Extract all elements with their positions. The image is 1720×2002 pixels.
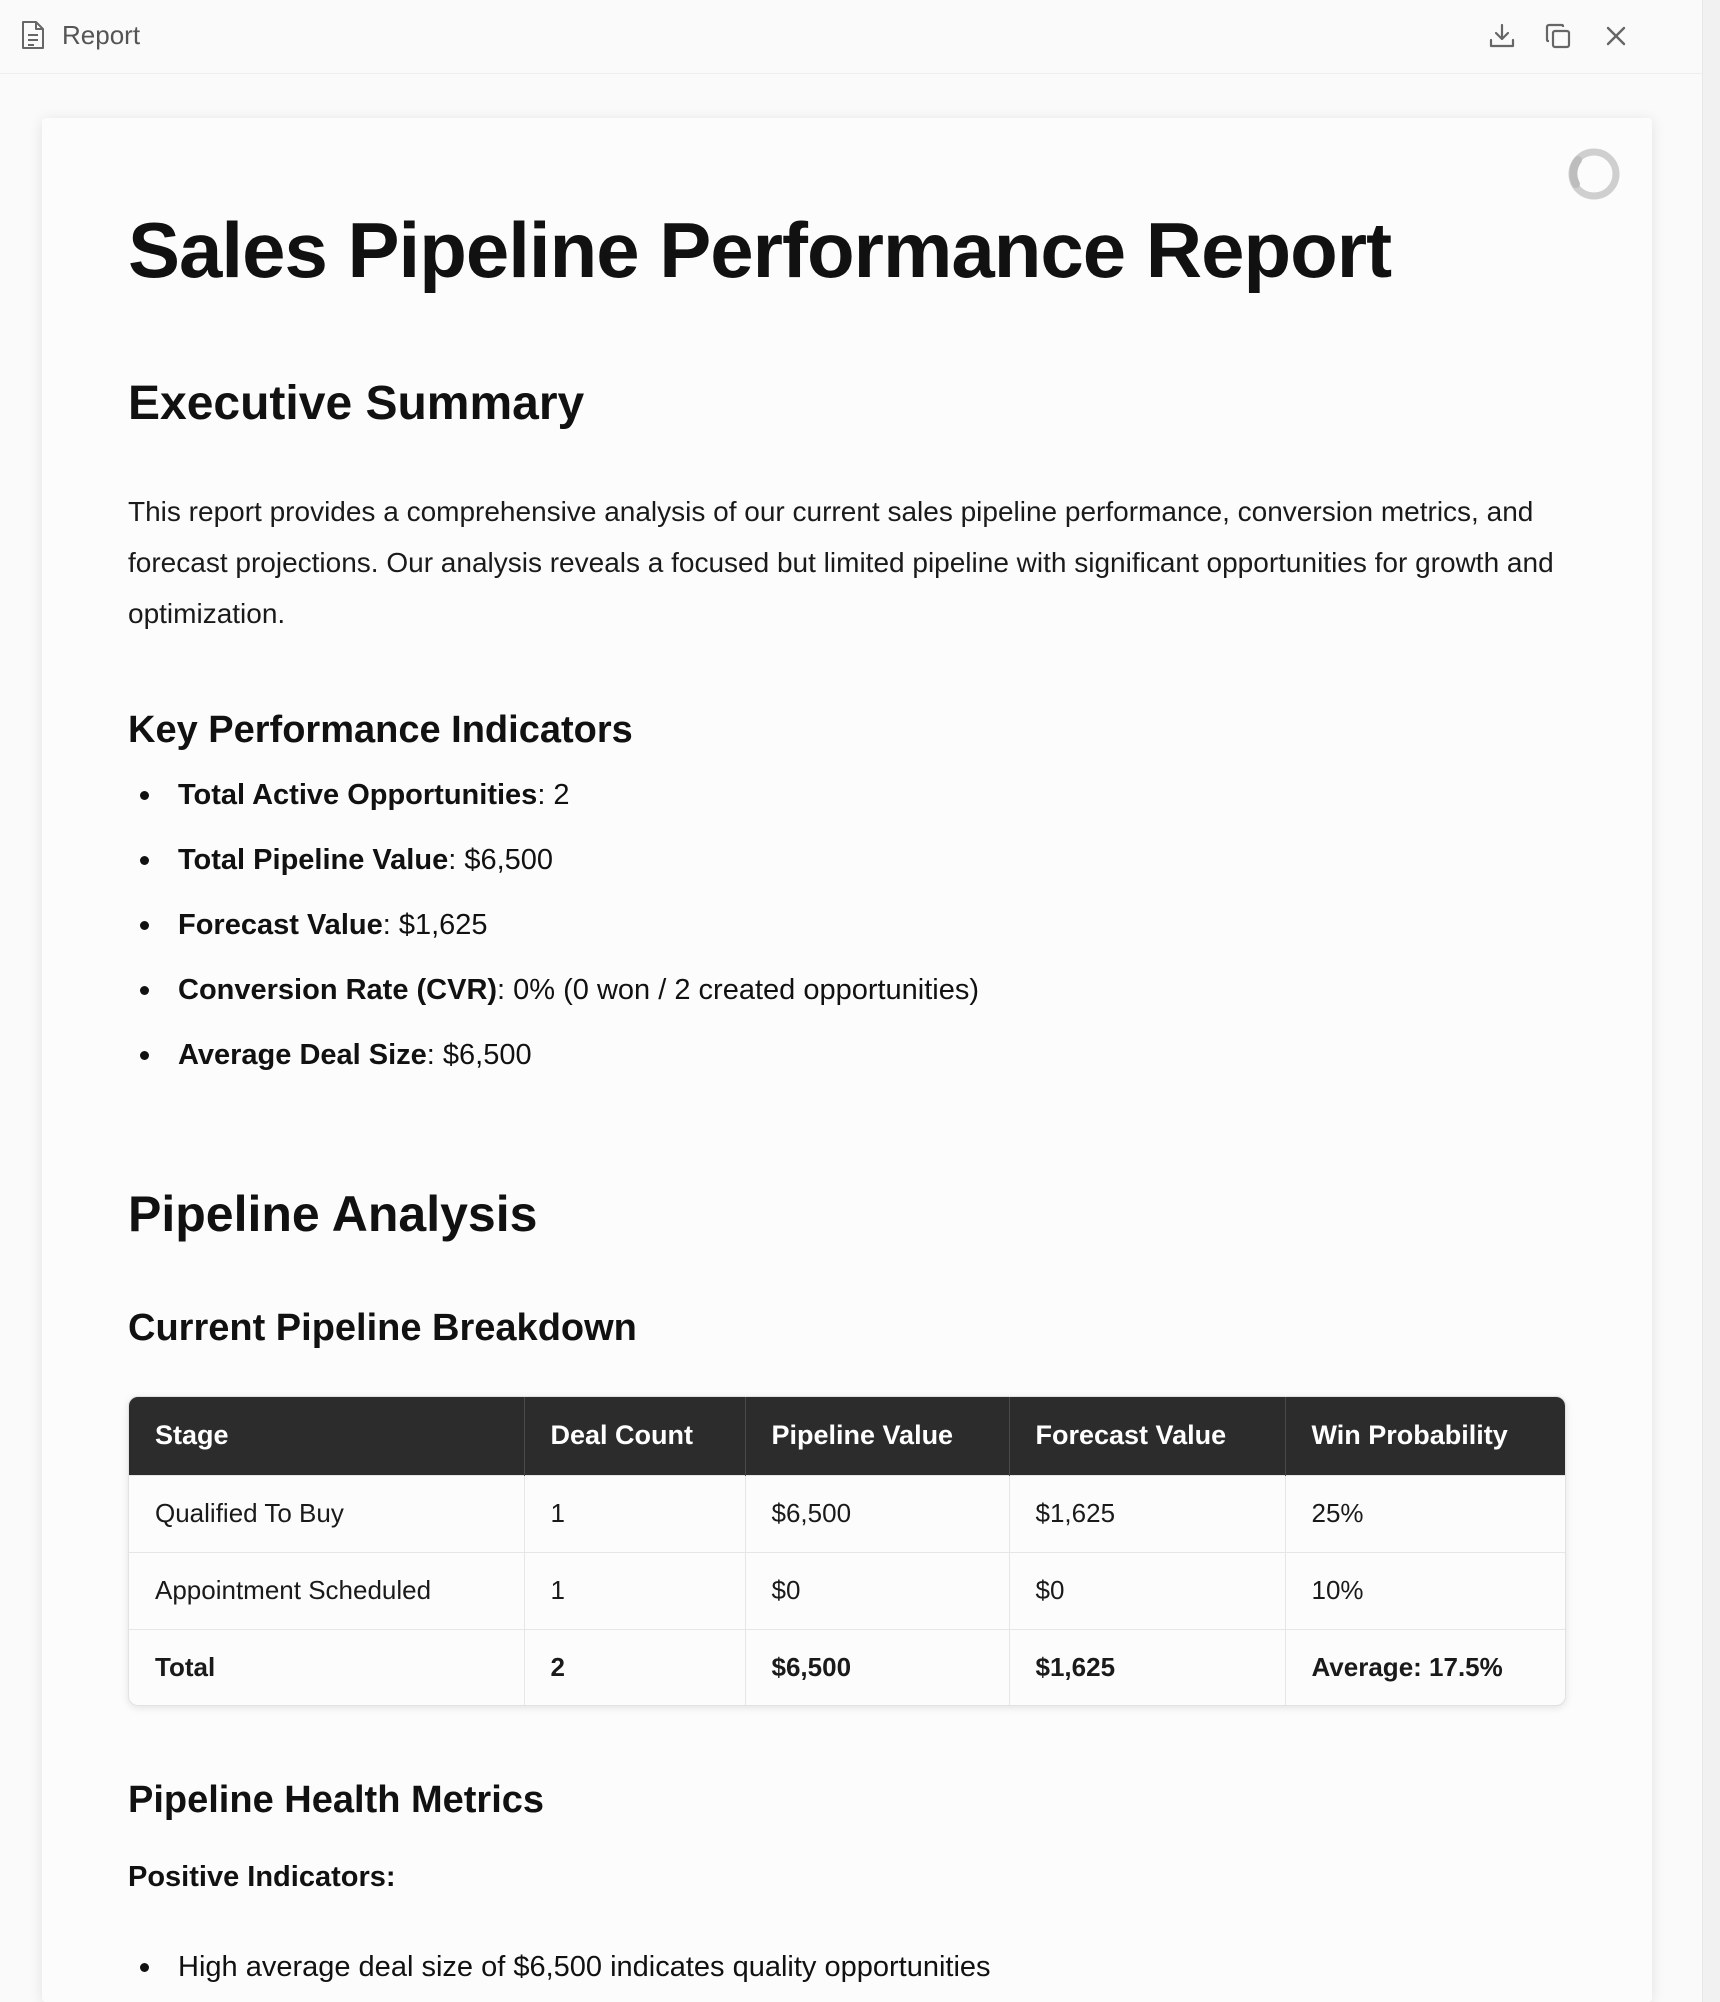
report-title: Sales Pipeline Performance Report bbox=[128, 206, 1392, 294]
table-total-row: Total 2 $6,500 $1,625 Average: 17.5% bbox=[129, 1628, 1565, 1705]
table-cell: $6,500 bbox=[745, 1628, 1010, 1705]
table-header-row: Stage Deal Count Pipeline Value Forecast… bbox=[129, 1397, 1565, 1475]
list-item: Forecast Value: $1,625 bbox=[128, 906, 1568, 971]
column-header: Win Probability bbox=[1285, 1397, 1565, 1475]
table-cell: Appointment Scheduled bbox=[129, 1551, 525, 1629]
table-cell: 1 bbox=[524, 1551, 746, 1629]
copy-button[interactable] bbox=[1538, 16, 1578, 56]
report-document: Sales Pipeline Performance Report Execut… bbox=[42, 118, 1652, 2002]
kpi-heading: Key Performance Indicators bbox=[128, 709, 633, 751]
pipeline-breakdown-heading: Current Pipeline Breakdown bbox=[128, 1307, 637, 1349]
table-cell: $1,625 bbox=[1009, 1474, 1286, 1552]
table-cell: $6,500 bbox=[745, 1474, 1010, 1552]
table-cell: 1 bbox=[524, 1474, 746, 1552]
positive-indicators-list: High average deal size of $6,500 indicat… bbox=[128, 1948, 1568, 2002]
loading-spinner-icon bbox=[1568, 148, 1620, 200]
executive-summary-paragraph: This report provides a comprehensive ana… bbox=[128, 496, 1554, 629]
column-header: Forecast Value bbox=[1009, 1397, 1286, 1475]
list-item: Average Deal Size: $6,500 bbox=[128, 1036, 1568, 1101]
close-button[interactable] bbox=[1596, 16, 1636, 56]
table-cell: Qualified To Buy bbox=[129, 1474, 525, 1552]
table-cell: 25% bbox=[1285, 1474, 1565, 1552]
table-row: Qualified To Buy 1 $6,500 $1,625 25% bbox=[129, 1474, 1565, 1552]
list-item: Conversion Rate (CVR): 0% (0 won / 2 cre… bbox=[128, 971, 1568, 1036]
column-header: Deal Count bbox=[524, 1397, 746, 1475]
table-cell: $0 bbox=[1009, 1551, 1286, 1629]
copy-icon bbox=[1545, 23, 1571, 49]
window-actions bbox=[0, 16, 1702, 56]
table-cell: $0 bbox=[745, 1551, 1010, 1629]
scrollbar[interactable] bbox=[1702, 0, 1720, 2002]
list-item: Total Active Opportunities: 2 bbox=[128, 776, 1568, 841]
close-icon bbox=[1606, 26, 1626, 46]
table-row: Appointment Scheduled 1 $0 $0 10% bbox=[129, 1551, 1565, 1629]
list-item: Total Pipeline Value: $6,500 bbox=[128, 841, 1568, 906]
kpi-list: Total Active Opportunities: 2 Total Pipe… bbox=[128, 776, 1568, 1101]
positive-indicators-label: Positive Indicators: bbox=[128, 1861, 396, 1893]
window-title: Report bbox=[62, 20, 141, 50]
health-metrics-heading: Pipeline Health Metrics bbox=[128, 1779, 545, 1821]
table-cell: 10% bbox=[1285, 1551, 1565, 1629]
list-item: High average deal size of $6,500 indicat… bbox=[128, 1948, 1568, 2002]
column-header: Stage bbox=[129, 1397, 525, 1475]
table-cell: Total bbox=[129, 1628, 525, 1705]
table-cell: Average: 17.5% bbox=[1285, 1628, 1565, 1705]
pipeline-table: Stage Deal Count Pipeline Value Forecast… bbox=[128, 1396, 1566, 1706]
window-header: Report bbox=[0, 0, 1702, 74]
table-cell: 2 bbox=[524, 1628, 746, 1705]
table-cell: $1,625 bbox=[1009, 1628, 1286, 1705]
column-header: Pipeline Value bbox=[745, 1397, 1010, 1475]
document-icon bbox=[22, 21, 44, 49]
executive-summary-heading: Executive Summary bbox=[128, 377, 585, 430]
download-icon bbox=[1489, 23, 1515, 48]
download-button[interactable] bbox=[1482, 16, 1522, 56]
pipeline-analysis-heading: Pipeline Analysis bbox=[128, 1186, 538, 1242]
